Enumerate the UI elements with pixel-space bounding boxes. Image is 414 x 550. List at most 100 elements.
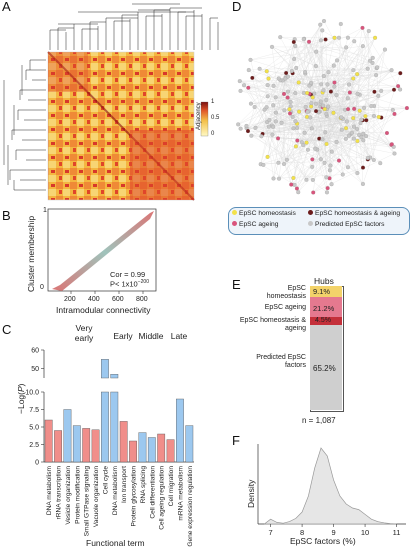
network-node xyxy=(373,35,378,40)
network-node xyxy=(364,134,369,139)
network-node xyxy=(325,186,330,191)
network-node xyxy=(259,134,264,139)
network-node xyxy=(313,146,318,151)
c-category-label: rRNA transcription xyxy=(56,466,63,520)
panel-c-ylabel-close: ) xyxy=(16,383,26,387)
c-category-label: Cell migration xyxy=(168,466,175,507)
hubs-cat-ageing: EpSC ageing xyxy=(264,304,306,311)
network-node xyxy=(362,105,367,110)
group-late: Late xyxy=(170,331,188,341)
network-node xyxy=(289,182,294,187)
network-node xyxy=(245,129,250,134)
network-node xyxy=(344,126,349,131)
network-node xyxy=(360,44,365,49)
c-bar xyxy=(185,425,194,463)
c-bar xyxy=(119,421,128,463)
legend-label-ageing: EpSC ageing xyxy=(239,221,279,228)
network-node xyxy=(376,93,381,98)
c-ytick-label: 7.5 xyxy=(29,407,39,414)
network-node xyxy=(238,126,243,131)
network-node xyxy=(264,69,269,74)
left-dendrogram xyxy=(3,59,46,191)
network-node xyxy=(340,172,345,177)
network-node xyxy=(363,114,368,119)
network-node xyxy=(284,157,289,162)
network-node xyxy=(329,149,334,154)
network-node xyxy=(392,151,397,156)
panel-d-legend xyxy=(228,207,410,235)
network-node xyxy=(344,119,349,124)
c-bar-upper xyxy=(101,359,109,379)
c-ytick-label: 2.5 xyxy=(29,442,39,449)
network-node xyxy=(289,69,294,74)
network-node xyxy=(310,164,315,169)
c-category-label: Gene expression regulation xyxy=(187,466,194,547)
network-node xyxy=(318,157,323,162)
network-node xyxy=(361,138,366,143)
network-node xyxy=(345,35,350,40)
network-node xyxy=(359,135,364,140)
network-node xyxy=(293,43,298,48)
network-node xyxy=(271,176,276,181)
network-node xyxy=(271,103,276,108)
legend-item-homeostasis-ageing: EpSC homeostasis & ageing xyxy=(308,210,400,217)
network-node xyxy=(374,73,379,78)
network-node xyxy=(301,37,306,42)
c-ytick-label: 50 xyxy=(31,366,39,373)
panel-b-scatter xyxy=(47,208,157,294)
network-node xyxy=(328,163,333,168)
network-node xyxy=(357,108,362,113)
network-node xyxy=(302,130,307,135)
network-node xyxy=(294,65,299,70)
network-node xyxy=(392,87,397,92)
network-node xyxy=(270,44,275,49)
network-node xyxy=(326,104,331,109)
panel-b-pvalue: P< 1x10−200 xyxy=(110,279,149,289)
network-node xyxy=(352,39,357,44)
network-node xyxy=(276,160,281,165)
c-bar xyxy=(147,437,156,463)
network-node xyxy=(347,90,352,95)
network-node xyxy=(346,107,351,112)
group-very-early: Very early xyxy=(74,323,94,343)
c-bar xyxy=(82,428,91,463)
legend-label-predicted: Predicted EpSC factors xyxy=(315,221,385,228)
network-node xyxy=(322,160,327,165)
network-node xyxy=(310,177,315,182)
legend-item-ageing: EpSC ageing xyxy=(232,221,278,228)
network-node xyxy=(320,103,325,108)
network-node xyxy=(379,88,384,93)
network-node xyxy=(237,79,242,84)
network-node xyxy=(351,68,356,73)
legend-dot-predicted xyxy=(308,221,313,226)
c-bar xyxy=(129,440,137,463)
network-node xyxy=(334,93,339,98)
group-middle: Middle xyxy=(138,331,164,341)
network-node xyxy=(299,140,304,145)
network-node xyxy=(248,57,253,62)
network-node xyxy=(304,177,309,182)
network-node xyxy=(242,83,247,88)
network-node xyxy=(346,133,351,138)
network-node xyxy=(248,101,253,106)
top-dendrogram xyxy=(49,3,219,50)
network-node xyxy=(320,137,325,142)
network-node xyxy=(276,136,281,141)
network-node xyxy=(287,111,292,116)
hubs-cat-predicted: Predicted EpSC factors xyxy=(256,354,306,369)
network-node xyxy=(309,101,314,106)
c-category-label: Cell differentiation xyxy=(149,466,156,519)
legend-label-homeostasis-ageing: EpSC homeostasis & ageing xyxy=(315,210,401,217)
f-xtick-label: 9 xyxy=(331,528,335,537)
network-node xyxy=(249,133,254,138)
network-node xyxy=(365,155,370,160)
network-node xyxy=(257,66,262,71)
network-node xyxy=(343,136,348,141)
network-node xyxy=(360,165,365,170)
hubs-pct-homeostasis: 9.1% xyxy=(313,287,331,296)
legend-dot-homeostasis xyxy=(232,210,237,215)
network-node xyxy=(324,111,329,116)
network-node xyxy=(293,119,298,124)
network-node xyxy=(273,95,278,100)
scatter-point-cloud xyxy=(52,211,154,291)
